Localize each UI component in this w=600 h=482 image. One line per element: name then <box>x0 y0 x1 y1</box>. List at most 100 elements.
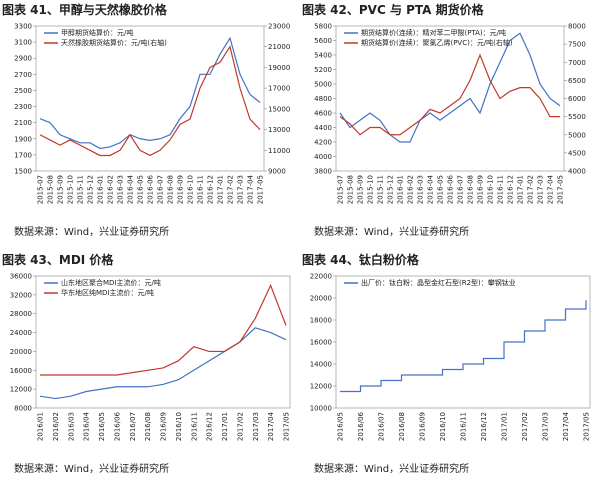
x-tick-label: 2016-06 <box>147 174 155 204</box>
x-tick-label: 2016/10 <box>175 412 183 441</box>
x-tick-label: 2016-04 <box>127 174 135 204</box>
y-tick-label: 4400 <box>314 124 332 132</box>
chart-title: 图表 41、甲醇与天然橡胶价格 <box>2 2 168 17</box>
y-tick-label: 5800 <box>314 23 332 31</box>
legend-item: 甲醇期货结算价：元/吨 <box>44 28 133 37</box>
legend-item: 山东地区聚合MDI主流价：元/吨 <box>44 278 161 287</box>
x-tick-label: 2016-10 <box>187 175 195 204</box>
x-tick-label: 2016/07 <box>378 412 386 441</box>
source-note: 数据来源：Wind，兴业证券研究所 <box>14 462 169 475</box>
source-note: 数据来源：Wind，兴业证券研究所 <box>14 225 169 238</box>
x-tick-label: 2016-05 <box>137 175 145 204</box>
x-tick-label: 2016-06 <box>447 174 455 204</box>
x-tick-label: 2015-12 <box>87 175 95 204</box>
y2-tick-label: 4500 <box>568 149 586 157</box>
y-tick-label: 4000 <box>314 153 332 161</box>
y-tick-label: 12000 <box>10 386 32 394</box>
y-tick-label: 8000 <box>14 405 32 413</box>
y-tick-label: 20000 <box>310 295 332 303</box>
x-tick-label: 2016/05 <box>337 412 345 441</box>
x-tick-label: 2017/03 <box>252 412 260 441</box>
source-note: 数据来源：Wind，兴业证券研究所 <box>314 462 469 475</box>
series-line <box>39 327 287 400</box>
legend-item: 期货结算价(连续)：聚氯乙烯(PVC)：元/吨(右轴) <box>344 38 513 47</box>
x-tick-label: 2016/10 <box>439 412 447 441</box>
y-tick-label: 2100 <box>14 119 32 127</box>
x-tick-label: 2016-02 <box>407 175 415 204</box>
y-tick-label: 28000 <box>10 310 32 318</box>
y-tick-label: 5400 <box>314 52 332 60</box>
y-tick-label: 2900 <box>14 55 32 63</box>
y-tick-label: 18000 <box>310 317 332 325</box>
legend-label: 甲醇期货结算价：元/吨 <box>61 28 133 37</box>
x-tick-label: 2016-07 <box>157 175 165 204</box>
plot-frame <box>35 275 291 409</box>
y-tick-label: 3300 <box>14 23 32 31</box>
y2-tick-label: 23000 <box>268 23 290 31</box>
x-tick-label: 2016/11 <box>460 412 468 441</box>
x-tick-label: 2016-11 <box>197 175 205 204</box>
y-tick-label: 24000 <box>10 329 32 337</box>
x-tick-label: 2017-04 <box>547 174 555 204</box>
y2-tick-label: 7000 <box>568 59 586 67</box>
x-tick-label: 2016/09 <box>160 412 168 441</box>
y-tick-label: 1900 <box>14 135 32 143</box>
x-tick-label: 2016-08 <box>467 175 475 204</box>
y-tick-label: 20000 <box>10 348 32 356</box>
x-tick-label: 2016/01 <box>37 412 45 441</box>
y-tick-label: 32000 <box>10 291 32 299</box>
x-tick-label: 2015-09 <box>357 175 365 204</box>
y-tick-label: 1700 <box>14 151 32 159</box>
x-tick-label: 2017-01 <box>217 175 225 204</box>
y2-tick-label: 6500 <box>568 77 586 85</box>
x-tick-label: 2016-10 <box>487 175 495 204</box>
x-tick-label: 2017-02 <box>527 175 535 204</box>
x-tick-label: 2016-12 <box>207 175 215 204</box>
y2-tick-label: 11000 <box>268 147 290 155</box>
y-tick-label: 3800 <box>314 168 332 176</box>
legend-item: 期货结算价(连续)：精对苯二甲酸(PTA)：元/吨 <box>344 28 506 37</box>
chart-title: 图表 44、钛白粉价格 <box>302 252 420 267</box>
legend-label: 出厂价：钛白粉：晶型金红石型(R2型)：攀钢钛业 <box>361 278 516 287</box>
x-tick-label: 2016/12 <box>206 412 214 441</box>
x-tick-label: 2017-03 <box>537 175 545 204</box>
legend-item: 出厂价：钛白粉：晶型金红石型(R2型)：攀钢钛业 <box>344 278 516 287</box>
x-tick-label: 2017/01 <box>221 412 229 441</box>
x-tick-label: 2016/02 <box>52 412 60 441</box>
x-tick-label: 2017-05 <box>557 175 565 204</box>
y2-tick-label: 5000 <box>568 131 586 139</box>
y-tick-label: 4600 <box>314 110 332 118</box>
legend-item: 天然橡胶期货结算价：元/吨(右轴) <box>44 38 167 47</box>
chart-title: 图表 43、MDI 价格 <box>2 252 114 267</box>
x-tick-label: 2015-08 <box>347 175 355 204</box>
y-tick-label: 5000 <box>314 81 332 89</box>
y2-tick-label: 6000 <box>568 95 586 103</box>
chart-title: 图表 42、PVC 与 PTA 期货价格 <box>302 2 485 17</box>
x-tick-label: 2016-09 <box>177 175 185 204</box>
x-tick-label: 2015-11 <box>77 175 85 204</box>
legend-label: 天然橡胶期货结算价：元/吨(右轴) <box>61 38 167 47</box>
plot-frame <box>335 275 591 409</box>
x-tick-label: 2017/05 <box>583 412 591 441</box>
x-tick-label: 2016-03 <box>417 175 425 204</box>
x-tick-label: 2016-08 <box>167 175 175 204</box>
x-tick-label: 2017/03 <box>542 412 550 441</box>
y-tick-label: 4800 <box>314 95 332 103</box>
x-tick-label: 2016-04 <box>427 174 435 204</box>
x-tick-label: 2016/07 <box>129 412 137 441</box>
x-tick-label: 2017-04 <box>247 174 255 204</box>
x-tick-label: 2016-01 <box>97 175 105 204</box>
x-tick-label: 2015-08 <box>47 175 55 204</box>
x-tick-label: 2017-03 <box>237 175 245 204</box>
x-tick-label: 2016/06 <box>357 411 365 441</box>
x-tick-label: 2016/09 <box>419 412 427 441</box>
x-tick-label: 2016-05 <box>437 175 445 204</box>
y-tick-label: 1500 <box>14 168 32 176</box>
y2-tick-label: 17000 <box>268 85 290 93</box>
x-tick-label: 2015-07 <box>337 175 345 204</box>
source-note: 数据来源：Wind，兴业证券研究所 <box>314 225 469 238</box>
y-tick-label: 16000 <box>310 339 332 347</box>
